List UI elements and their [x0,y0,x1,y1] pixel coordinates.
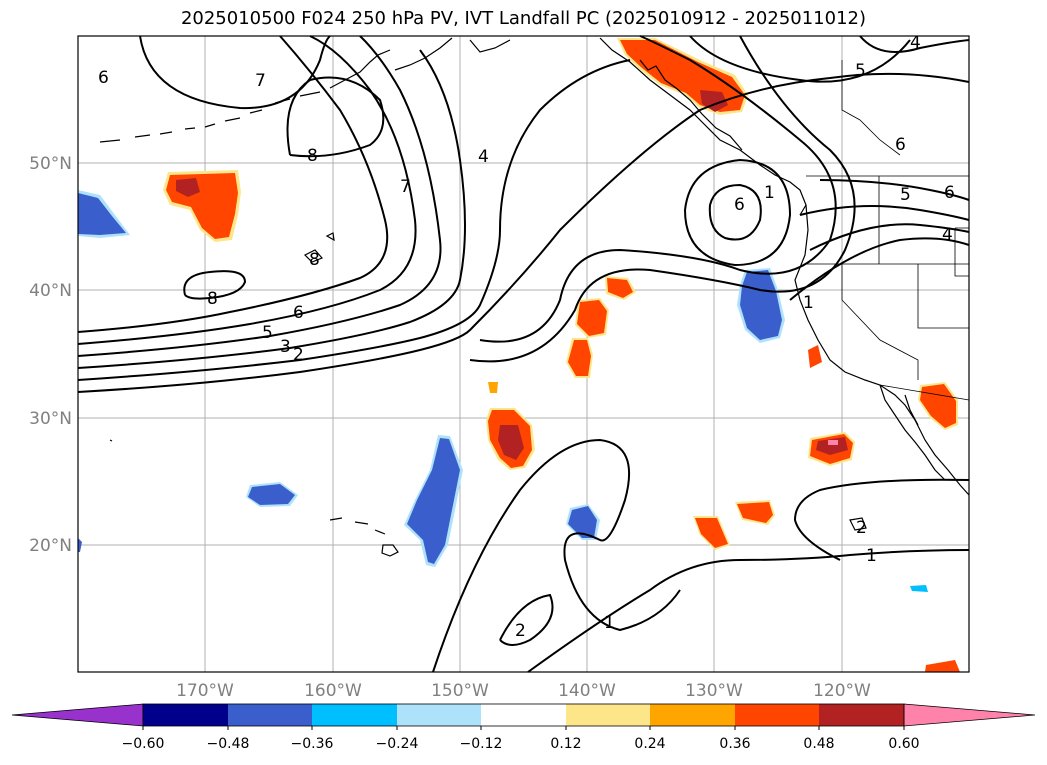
hawaii-islands [329,517,399,557]
lon-label-140w: 140°W [558,681,616,701]
pv-contour-3 [77,49,466,369]
longitude-labels: 170°W 160°W 150°W 140°W 130°W 120°W [176,681,871,701]
pv-contour-1c [432,438,681,673]
baja-peninsula [879,384,946,481]
pv-contour-labels: 6 7 8 8 8 7 4 4 5 6 6 5 6 4 5 6 3 2 1 1 … [98,33,955,641]
pv-contour-east-b [809,223,970,251]
pv-label: 5 [900,185,911,205]
colorbar-bin [735,704,819,726]
pv-label: 7 [255,71,266,91]
colorbar-tick: −0.24 [376,736,419,752]
pv-contour-ne [689,35,911,83]
colorbar-bin [819,704,904,726]
colorbar-bin [481,704,566,726]
colorbar-tick: 0.60 [888,736,919,752]
ivt-negative-regions [78,190,928,592]
lon-label-150w: 150°W [431,681,489,701]
pv-label: 6 [98,68,109,88]
pv-label: 1 [604,613,615,633]
pv-contour-inner-5 [469,35,856,363]
pv-contour-8a [286,76,385,158]
lon-label-160w: 160°W [304,681,362,701]
ivt-positive-regions [163,38,960,672]
pv-label: 1 [866,546,877,566]
map-frame-bg [78,36,969,672]
colorbar-tick: 0.12 [550,736,581,752]
pv-label: 2 [515,621,526,641]
pv-label: 2 [293,345,304,365]
pv-label: 5 [262,323,273,343]
pv-label: 3 [280,337,291,357]
pv-contour-ring-6 [708,183,762,241]
pv-contour-inner-4 [479,35,837,343]
pv-contour-east-c [799,205,970,221]
colorbar-bin [650,704,735,726]
lat-label-40n: 40°N [29,281,72,301]
pv-contour-east-d [819,179,970,201]
colorbar-tick: −0.48 [207,736,250,752]
pv-label: 6 [734,195,745,215]
pv-label: 4 [942,225,953,245]
pv-label: 1 [764,183,775,203]
pv-contour-2-south [499,593,554,646]
pv-label: 5 [855,61,866,81]
pv-label: 8 [309,250,320,270]
lon-label-120w: 120°W [813,681,871,701]
pv-label: 7 [400,177,411,197]
pv-label: 8 [207,289,218,309]
colorbar-bin [228,704,312,726]
pv-contour-1b [527,549,970,673]
map-title: 2025010500 F024 250 hPa PV, IVT Landfall… [180,8,867,29]
colorbar-tick: −0.12 [460,736,503,752]
pv-contour-7 [139,35,331,110]
colorbar-extend-low [11,703,144,727]
pv-contour-2 [77,59,631,381]
pv-contour-ring-5 [684,158,792,267]
pv-label: 6 [293,303,304,323]
gridlines [78,36,969,672]
pv-contour-4 [77,35,442,357]
pv-contour-8b [183,270,247,300]
pv-label: 6 [944,183,955,203]
lat-label-50n: 50°N [29,154,72,174]
us-west-coast [794,204,970,496]
colorbar-tick: 0.36 [719,736,750,752]
pv-label: 4 [910,33,921,53]
pv-contour-1 [77,72,970,393]
pv-label: 8 [307,146,318,166]
colorbar-extend-high [903,703,1036,727]
lon-label-170w: 170°W [176,681,234,701]
pv-contour-6 [77,35,389,333]
colorbar: −0.60 −0.48 −0.36 −0.24 −0.12 0.12 0.24 … [11,703,1036,752]
pv-label: 2 [856,518,867,538]
coastlines [99,37,970,557]
colorbar-tick: −0.60 [122,736,165,752]
pv-contour-5 [77,35,417,345]
lat-label-30n: 30°N [29,409,72,429]
colorbar-tick: 0.24 [634,736,665,752]
lat-label-20n: 20°N [29,536,72,556]
map-frame [77,35,970,673]
colorbar-bin [566,704,650,726]
pv-contours [77,35,970,673]
pv-contour-ne2 [859,35,970,53]
latitude-labels: 50°N 40°N 30°N 20°N [29,154,72,556]
colorbar-bin [143,704,228,726]
pv-contour-1d [793,478,970,561]
colorbar-tick: −0.36 [291,736,334,752]
political-borders [806,60,970,401]
pv-label: 6 [895,135,906,155]
lon-label-130w: 130°W [685,681,743,701]
pv-contour-east-a [789,237,970,301]
pv-label: 1 [803,293,814,313]
colorbar-bin [397,704,481,726]
pv-label: 4 [478,147,489,167]
colorbar-tick: 0.48 [803,736,834,752]
colorbar-bin [312,704,397,726]
